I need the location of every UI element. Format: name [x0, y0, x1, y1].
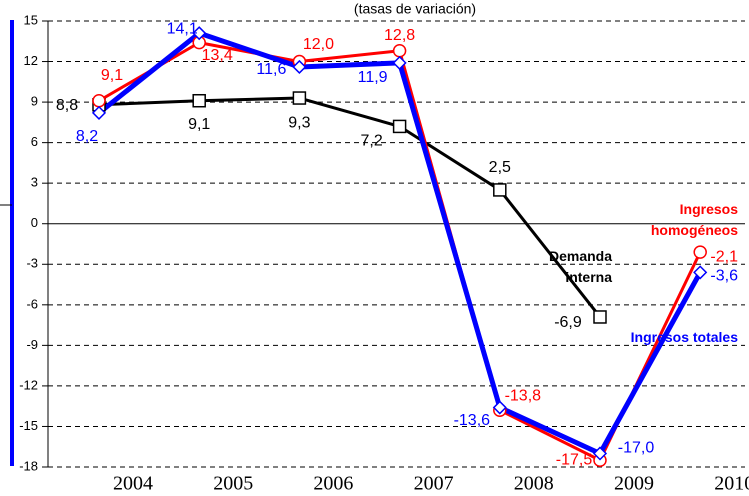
y-tick-label: 9 [31, 94, 38, 109]
value-label: -17,5 [556, 451, 593, 468]
x-tick-label: 2009 [614, 473, 654, 495]
value-label: -3,6 [710, 268, 738, 285]
marker [593, 310, 607, 324]
marker [292, 59, 307, 75]
value-label: 8,8 [56, 97, 78, 114]
series-line [97, 30, 703, 456]
value-label: 2,5 [489, 159, 511, 176]
x-tick-label: 2006 [313, 473, 353, 495]
subtitle: (tasas de variación) [354, 1, 476, 17]
y-tick-label: -6 [26, 296, 38, 311]
marker [392, 43, 407, 58]
value-label: 12,8 [384, 27, 415, 44]
value-label: 14,1 [167, 20, 198, 37]
series-label: Demanda interna [548, 248, 612, 285]
series-line [98, 96, 602, 318]
marker [292, 91, 307, 105]
marker [91, 105, 107, 120]
value-label: -13,6 [454, 412, 491, 429]
value-label: -6,9 [554, 314, 582, 331]
x-tick-label: 2005 [213, 473, 253, 495]
x-tick-label: 2010 [714, 473, 749, 495]
marker [693, 265, 708, 280]
series-label: Ingresos homogéneos [650, 201, 738, 238]
value-label: -2,1 [710, 248, 738, 265]
value-label: 13,4 [202, 47, 233, 64]
value-label: 9,3 [288, 114, 310, 131]
marker [192, 26, 207, 41]
value-label: 11,9 [358, 69, 388, 86]
y-tick-label: -12 [19, 377, 38, 392]
x-tick-label: 2008 [514, 473, 554, 495]
marker [492, 400, 507, 415]
marker [592, 446, 608, 461]
value-label: 9,1 [188, 116, 210, 133]
value-label: -17,0 [618, 440, 655, 457]
y-tick-label: -15 [19, 418, 38, 433]
x-tick-label: 2004 [113, 473, 153, 495]
marker [392, 119, 407, 134]
x-tick-label: 2007 [414, 473, 454, 495]
value-label: 8,2 [76, 128, 98, 145]
value-label: 7,2 [360, 133, 382, 150]
value-label: 12,0 [303, 36, 334, 53]
marker [392, 55, 407, 70]
y-tick-label: 3 [31, 175, 38, 190]
y-tick-label: 0 [31, 215, 38, 230]
y-tick-label: -18 [19, 458, 38, 473]
value-label: -13,8 [505, 387, 542, 404]
value-label: 9,1 [101, 67, 123, 84]
marker [693, 245, 707, 259]
value-label: 11,6 [256, 61, 286, 78]
y-tick-label: 12 [24, 53, 38, 68]
marker [493, 183, 507, 197]
y-tick-label: -3 [26, 256, 38, 271]
marker [192, 93, 206, 108]
marker [92, 93, 106, 108]
y-tick-label: 15 [24, 12, 38, 27]
y-tick-label: -9 [26, 337, 38, 352]
y-tick-label: 6 [31, 134, 38, 149]
series-label: Ingresos totales [630, 329, 738, 345]
